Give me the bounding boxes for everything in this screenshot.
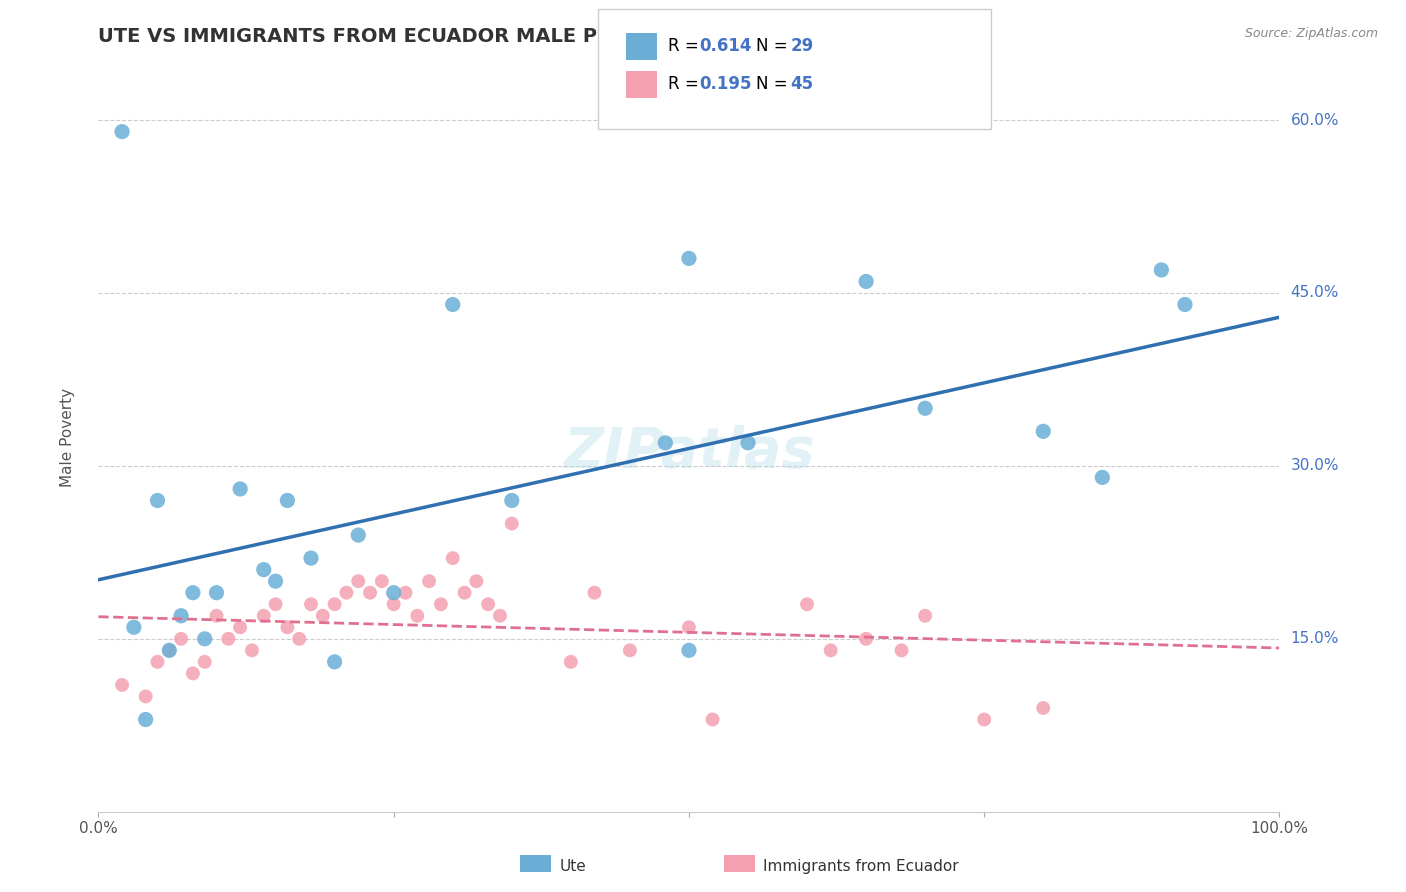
Text: 60.0%: 60.0%: [1291, 112, 1339, 128]
Point: [1174, 297, 1197, 311]
Point: [288, 632, 311, 646]
Point: [335, 585, 357, 599]
Point: [299, 551, 322, 566]
Text: 30.0%: 30.0%: [1291, 458, 1339, 474]
Point: [229, 482, 252, 496]
Point: [583, 585, 606, 599]
Point: [323, 597, 346, 611]
Point: [157, 643, 180, 657]
Point: [181, 666, 204, 681]
Point: [678, 620, 700, 634]
Point: [253, 608, 276, 623]
Point: [194, 655, 217, 669]
Point: [489, 608, 512, 623]
Point: [205, 585, 228, 599]
Point: [453, 585, 475, 599]
Point: [170, 632, 193, 646]
Point: [135, 713, 157, 727]
Point: [229, 620, 252, 634]
Point: [240, 643, 263, 657]
Point: [111, 678, 134, 692]
Text: UTE VS IMMIGRANTS FROM ECUADOR MALE POVERTY CORRELATION CHART: UTE VS IMMIGRANTS FROM ECUADOR MALE POVE…: [98, 27, 924, 45]
Point: [678, 252, 700, 266]
Point: [146, 493, 169, 508]
Point: [371, 574, 394, 589]
Point: [347, 574, 370, 589]
Point: [382, 585, 405, 599]
Point: [855, 275, 877, 289]
Point: [973, 713, 995, 727]
Point: [619, 643, 641, 657]
Point: [382, 597, 405, 611]
Text: N =: N =: [756, 37, 793, 54]
Point: [111, 125, 134, 139]
Point: [135, 690, 157, 704]
Text: 45.0%: 45.0%: [1291, 285, 1339, 301]
Point: [501, 516, 523, 531]
Point: [253, 563, 276, 577]
Point: [181, 585, 204, 599]
Text: Immigrants from Ecuador: Immigrants from Ecuador: [763, 859, 959, 873]
Point: [1032, 701, 1054, 715]
Point: [465, 574, 488, 589]
Point: [914, 608, 936, 623]
Text: N =: N =: [756, 75, 793, 93]
Point: [430, 597, 453, 611]
Point: [855, 632, 877, 646]
Point: [146, 655, 169, 669]
Point: [264, 574, 287, 589]
Point: [820, 643, 842, 657]
Point: [406, 608, 429, 623]
Point: [441, 297, 464, 311]
Point: [890, 643, 912, 657]
Text: R =: R =: [668, 37, 704, 54]
Point: [702, 713, 724, 727]
Point: [359, 585, 381, 599]
Point: [157, 643, 180, 657]
Point: [560, 655, 582, 669]
Point: [205, 608, 228, 623]
Point: [678, 643, 700, 657]
Point: [347, 528, 370, 542]
Text: 45: 45: [790, 75, 813, 93]
Text: 0.614: 0.614: [699, 37, 751, 54]
Point: [312, 608, 335, 623]
Point: [654, 435, 676, 450]
Point: [276, 493, 298, 508]
Point: [194, 632, 217, 646]
Point: [914, 401, 936, 416]
Point: [477, 597, 499, 611]
Text: ZIPatlas: ZIPatlas: [564, 425, 814, 479]
Point: [394, 585, 416, 599]
Point: [418, 574, 440, 589]
Point: [737, 435, 759, 450]
Point: [796, 597, 818, 611]
Point: [299, 597, 322, 611]
Point: [323, 655, 346, 669]
Text: 0.195: 0.195: [699, 75, 751, 93]
Point: [441, 551, 464, 566]
Point: [276, 620, 298, 634]
Point: [501, 493, 523, 508]
Text: 29: 29: [790, 37, 814, 54]
Text: Ute: Ute: [560, 859, 586, 873]
Point: [1150, 263, 1173, 277]
Point: [264, 597, 287, 611]
Point: [217, 632, 239, 646]
Point: [1091, 470, 1114, 484]
Point: [122, 620, 145, 634]
Text: R =: R =: [668, 75, 704, 93]
Text: 15.0%: 15.0%: [1291, 632, 1339, 647]
Y-axis label: Male Poverty: Male Poverty: [60, 387, 75, 487]
Point: [1032, 425, 1054, 439]
Point: [170, 608, 193, 623]
Text: Source: ZipAtlas.com: Source: ZipAtlas.com: [1244, 27, 1378, 40]
